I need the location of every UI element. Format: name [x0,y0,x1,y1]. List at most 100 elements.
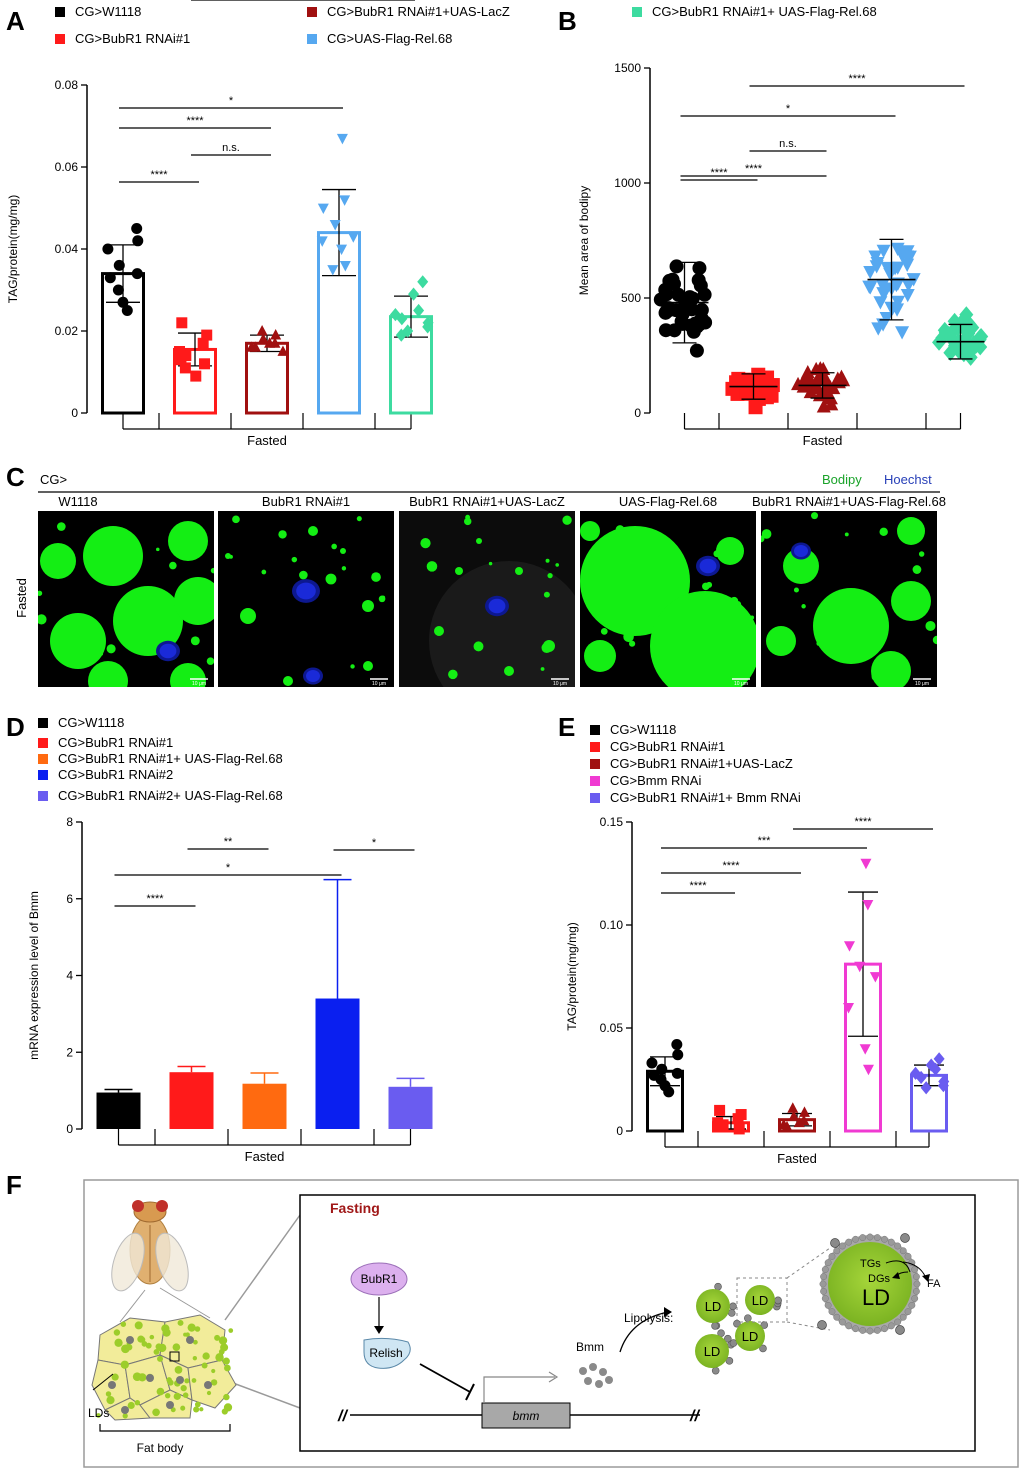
data-point [317,203,329,215]
chart-panel-b: B CG>BubR1 RNAi#1+ UAS-Flag-Rel.68 0 500 100… [558,4,989,448]
fat-droplet [172,1343,181,1351]
scale-bar-label: 10 μm [372,681,386,687]
group-label: Fasted [777,1151,817,1166]
y-tick-label: 6 [66,892,73,906]
fat-droplet [194,1326,201,1332]
y-tick-label: 0 [634,406,641,420]
bmm-on-droplet [723,1334,732,1343]
data-point [656,1063,668,1075]
data-point [396,312,408,326]
panel-label: B [558,6,577,36]
data-point [339,261,351,272]
legend-label: CG>W1118 [610,722,676,737]
lipid-droplet-label: LD [752,1293,769,1308]
data-point [199,358,211,370]
fat-droplet [153,1348,160,1355]
data-point [800,372,815,387]
data-point [899,250,914,264]
relish-label: Relish [369,1346,402,1360]
fat-droplet [125,1343,133,1351]
data-point [672,1049,684,1061]
data-point [692,261,707,276]
chart-panel-d: D CG>W1118 CG>BubR1 RNAi#1CG>BubR1 RNAi#1+… [6,712,433,1164]
fat-droplet [105,1391,112,1397]
y-axis-label: Mean area of bodipy [577,186,591,295]
data-point [965,319,980,337]
data-point [339,195,351,206]
significance-label: n.s. [779,138,797,150]
fat-droplet [170,1407,176,1413]
data-point [689,343,704,358]
data-point [890,261,905,275]
y-tick-label: 1500 [614,61,641,75]
scale-bar-label: 10 μm [192,681,206,687]
data-point [764,388,779,403]
data-point [863,281,878,295]
panel-c-prefix: CG> [40,472,67,487]
bmm-on-droplet [725,1357,734,1365]
data-point [798,1106,810,1117]
micrograph-title: BubR1 RNAi#1+UAS-LacZ [409,494,565,509]
data-point [179,362,191,374]
data-point [671,1067,683,1079]
data-point [336,133,348,145]
data-point [860,858,872,870]
legend-label: CG>UAS-Flag-Rel.68 [327,31,452,46]
fat-nucleus [121,1406,129,1414]
bmm-on-zoom [830,1238,840,1248]
legend-label: CG>BubR1 RNAi#2+ UAS-Flag-Rel.68 [58,788,283,803]
panel-label-f: F [6,1170,22,1200]
fat-droplet [166,1377,172,1383]
fat-droplet [132,1372,142,1381]
fat-droplet [122,1413,128,1419]
bmm-on-zoom [817,1320,827,1330]
data-point [875,278,890,293]
y-tick-label: 0.10 [600,918,624,932]
data-point [973,328,988,346]
fat-nucleus [204,1381,212,1389]
data-point [937,1079,949,1093]
legend-label: CG>BubR1 RNAi#1+UAS-LacZ [610,756,793,771]
data-point [131,268,143,280]
significance-label: **** [689,880,707,892]
fat-droplet [111,1373,119,1381]
data-point [329,220,341,231]
data-point [669,259,684,274]
fat-droplet [162,1328,171,1337]
fat-droplet [173,1392,181,1400]
data-point [395,328,407,342]
bubr1-label: BubR1 [361,1272,398,1286]
fat-body-label: Fat body [137,1441,184,1455]
fat-droplet [218,1336,228,1345]
micrograph: 10 μm [580,511,756,687]
micrograph: 10 μm [761,511,937,687]
data-point [688,316,703,331]
group-label: Fasted [247,433,287,448]
data-point [661,301,676,316]
data-point [733,1123,745,1135]
legend-swatch [590,776,600,786]
data-point [249,341,261,352]
y-tick-label: 0 [616,1124,623,1138]
y-tick-label: 1000 [614,176,641,190]
legend-swatch [632,7,642,17]
data-point [658,323,673,338]
legend-swatch [55,34,65,44]
dgs-label: DGs [868,1273,891,1285]
data-point [665,272,680,287]
fat-droplet [202,1352,210,1360]
data-point [408,287,420,301]
fat-nucleus [186,1336,194,1344]
data-point [112,284,124,296]
legend-swatch [55,7,65,17]
data-point [869,972,881,983]
data-point [102,243,114,255]
data-point [389,308,401,322]
data-point [117,296,129,308]
y-axis-label: TAG/protein(mg/mg) [565,922,579,1030]
data-point [800,365,815,379]
fat-nucleus [108,1381,116,1389]
data-point [966,335,981,352]
data-point [663,1086,675,1098]
